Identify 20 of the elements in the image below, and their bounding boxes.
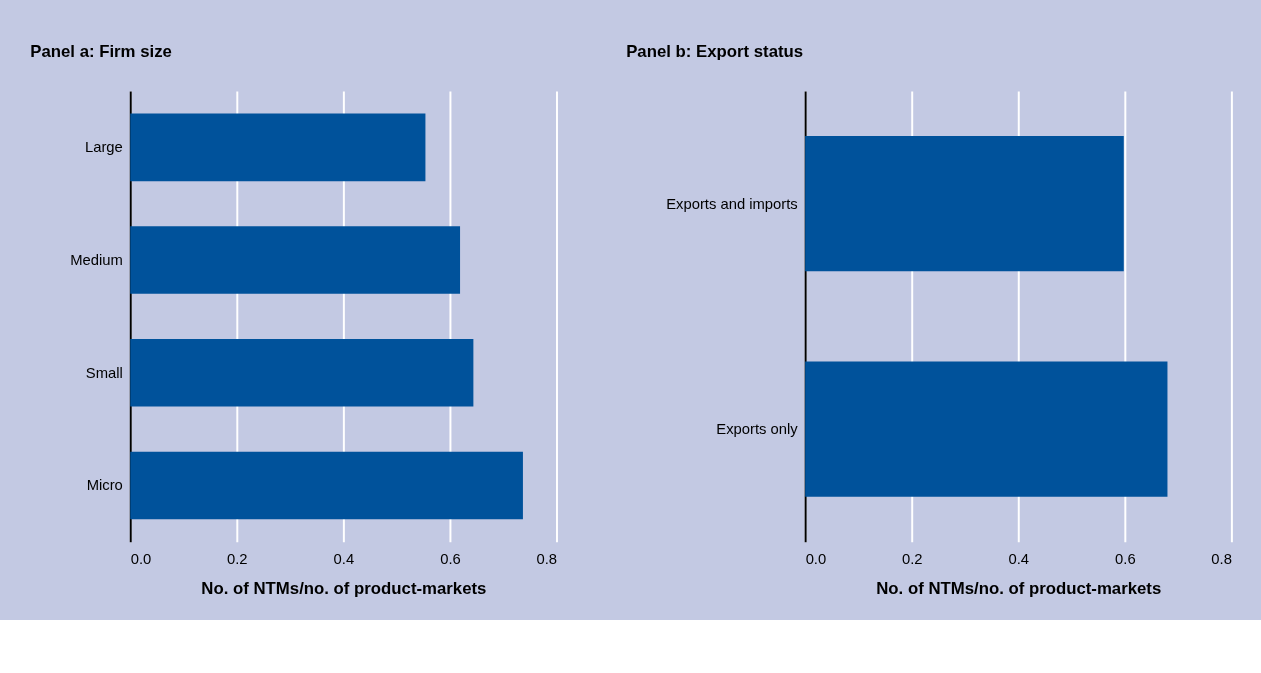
x-tick-label: 0.2 (901, 551, 923, 568)
y-tick-label: Exports and imports (666, 195, 798, 212)
x-tick-label: 0.4 (333, 551, 355, 568)
x-tick-label: 0.4 (1008, 551, 1030, 568)
y-tick-label: Micro (86, 477, 123, 494)
x-axis-title: No. of NTMs/no. of product-markets (201, 578, 487, 598)
y-tick-label: Exports only (716, 421, 799, 438)
y-tick-label: Medium (70, 251, 123, 268)
x-tick-label: 0.8 (1211, 551, 1232, 568)
x-axis-title: No. of NTMs/no. of product-markets (876, 578, 1162, 598)
x-tick-label: 0.6 (1115, 551, 1136, 568)
chart-title: Panel b: Export status (626, 42, 804, 62)
y-tick-label: Small (85, 364, 123, 381)
chart-title: Panel a: Firm size (30, 42, 172, 62)
x-tick-label: 0.6 (440, 551, 461, 568)
x-tick-label: 0.2 (227, 551, 248, 568)
x-tick-label: 0.8 (536, 551, 557, 568)
x-tick-label: 0.0 (130, 551, 152, 568)
x-tick-label: 0.0 (805, 551, 827, 568)
y-tick-label: Large (84, 139, 123, 156)
